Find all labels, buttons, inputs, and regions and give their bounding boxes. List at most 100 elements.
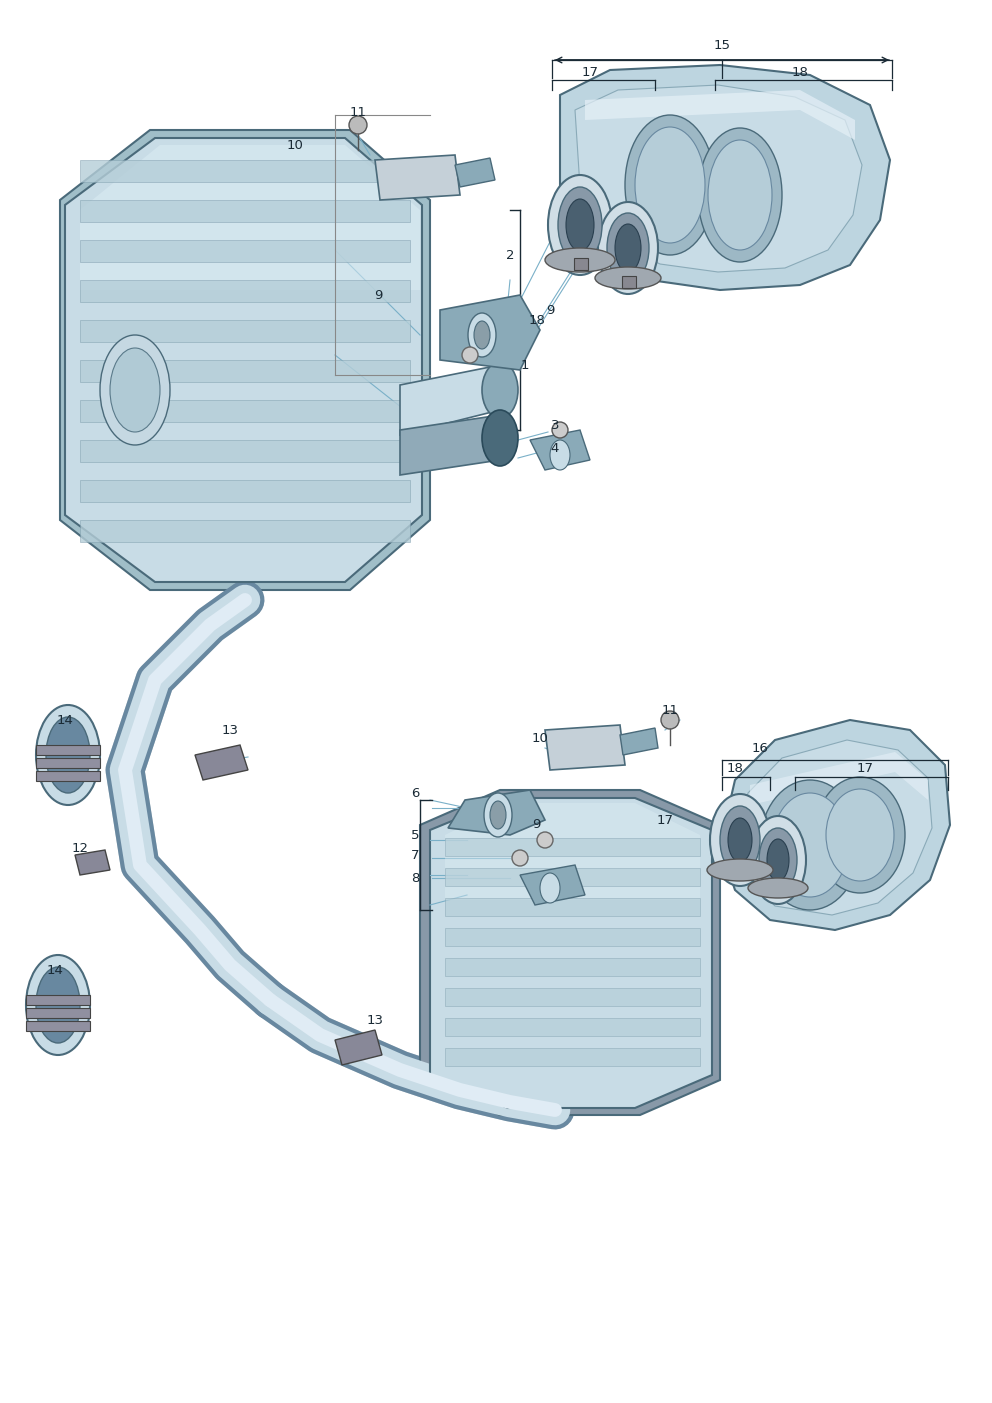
Polygon shape bbox=[420, 790, 720, 1115]
Text: 6: 6 bbox=[411, 787, 420, 800]
Ellipse shape bbox=[110, 348, 160, 432]
Ellipse shape bbox=[482, 362, 518, 418]
Text: 18: 18 bbox=[792, 66, 808, 79]
Text: 17: 17 bbox=[856, 762, 874, 774]
Ellipse shape bbox=[598, 202, 658, 295]
Polygon shape bbox=[622, 276, 636, 288]
Polygon shape bbox=[445, 1019, 700, 1035]
Text: 3: 3 bbox=[551, 418, 559, 432]
Polygon shape bbox=[455, 159, 495, 187]
Text: 17: 17 bbox=[657, 814, 674, 826]
Polygon shape bbox=[545, 725, 625, 770]
Ellipse shape bbox=[349, 116, 367, 135]
Polygon shape bbox=[737, 739, 932, 915]
Ellipse shape bbox=[512, 850, 528, 866]
Text: 16: 16 bbox=[752, 742, 769, 755]
Ellipse shape bbox=[625, 115, 715, 255]
Text: 14: 14 bbox=[47, 964, 63, 976]
Ellipse shape bbox=[566, 199, 594, 251]
Ellipse shape bbox=[545, 248, 615, 272]
Polygon shape bbox=[26, 1007, 90, 1019]
Polygon shape bbox=[575, 86, 862, 272]
Text: 2: 2 bbox=[506, 248, 514, 261]
Ellipse shape bbox=[595, 267, 661, 289]
Ellipse shape bbox=[759, 828, 797, 892]
Polygon shape bbox=[335, 1030, 382, 1065]
Polygon shape bbox=[26, 1021, 90, 1031]
Ellipse shape bbox=[707, 859, 773, 881]
Polygon shape bbox=[60, 130, 430, 591]
Ellipse shape bbox=[540, 873, 560, 904]
Polygon shape bbox=[80, 160, 410, 182]
Ellipse shape bbox=[100, 335, 170, 445]
Text: 5: 5 bbox=[411, 829, 420, 842]
Ellipse shape bbox=[748, 878, 808, 898]
Polygon shape bbox=[80, 480, 410, 502]
Polygon shape bbox=[75, 850, 110, 875]
Ellipse shape bbox=[710, 794, 770, 887]
Text: 13: 13 bbox=[366, 1013, 384, 1027]
Ellipse shape bbox=[26, 955, 90, 1055]
Polygon shape bbox=[80, 201, 410, 222]
Polygon shape bbox=[448, 790, 545, 835]
Text: 13: 13 bbox=[221, 724, 238, 737]
Polygon shape bbox=[520, 866, 585, 905]
Ellipse shape bbox=[615, 224, 641, 272]
Ellipse shape bbox=[468, 313, 496, 356]
Text: 9: 9 bbox=[546, 303, 555, 317]
Ellipse shape bbox=[552, 422, 568, 438]
Polygon shape bbox=[400, 365, 500, 435]
Polygon shape bbox=[445, 958, 700, 976]
Text: 11: 11 bbox=[349, 105, 366, 118]
Ellipse shape bbox=[720, 805, 760, 874]
Polygon shape bbox=[445, 927, 700, 946]
Polygon shape bbox=[574, 258, 588, 269]
Ellipse shape bbox=[490, 801, 506, 829]
Polygon shape bbox=[36, 745, 100, 755]
Ellipse shape bbox=[558, 187, 602, 262]
Text: 10: 10 bbox=[287, 139, 304, 152]
Text: 8: 8 bbox=[411, 871, 420, 884]
Ellipse shape bbox=[607, 213, 649, 283]
Polygon shape bbox=[430, 798, 712, 1108]
Ellipse shape bbox=[462, 347, 478, 363]
Text: 1: 1 bbox=[521, 359, 530, 372]
Ellipse shape bbox=[767, 839, 789, 881]
Ellipse shape bbox=[635, 128, 705, 243]
Polygon shape bbox=[80, 521, 410, 542]
Polygon shape bbox=[585, 90, 855, 140]
Ellipse shape bbox=[537, 832, 553, 847]
Polygon shape bbox=[530, 429, 590, 470]
Ellipse shape bbox=[46, 717, 90, 793]
Polygon shape bbox=[440, 295, 540, 370]
Text: 7: 7 bbox=[411, 849, 420, 861]
Text: 4: 4 bbox=[551, 442, 559, 455]
Polygon shape bbox=[65, 137, 422, 582]
Polygon shape bbox=[560, 65, 890, 290]
Polygon shape bbox=[26, 995, 90, 1005]
Polygon shape bbox=[80, 281, 410, 302]
Polygon shape bbox=[445, 988, 700, 1006]
Ellipse shape bbox=[36, 967, 80, 1042]
Polygon shape bbox=[375, 154, 460, 201]
Text: 10: 10 bbox=[532, 731, 549, 745]
Polygon shape bbox=[80, 441, 410, 462]
Ellipse shape bbox=[826, 788, 894, 881]
Polygon shape bbox=[36, 772, 100, 781]
Ellipse shape bbox=[815, 777, 905, 892]
Polygon shape bbox=[80, 320, 410, 342]
Text: 12: 12 bbox=[71, 842, 88, 854]
Ellipse shape bbox=[708, 140, 772, 250]
Polygon shape bbox=[80, 361, 410, 382]
Ellipse shape bbox=[728, 818, 752, 861]
Polygon shape bbox=[195, 745, 248, 780]
Text: 18: 18 bbox=[529, 313, 546, 327]
Polygon shape bbox=[445, 868, 700, 887]
Ellipse shape bbox=[550, 441, 570, 470]
Text: 18: 18 bbox=[726, 762, 743, 774]
Polygon shape bbox=[750, 752, 928, 805]
Polygon shape bbox=[445, 803, 700, 899]
Ellipse shape bbox=[698, 128, 782, 262]
Text: 17: 17 bbox=[581, 66, 598, 79]
Ellipse shape bbox=[772, 793, 848, 897]
